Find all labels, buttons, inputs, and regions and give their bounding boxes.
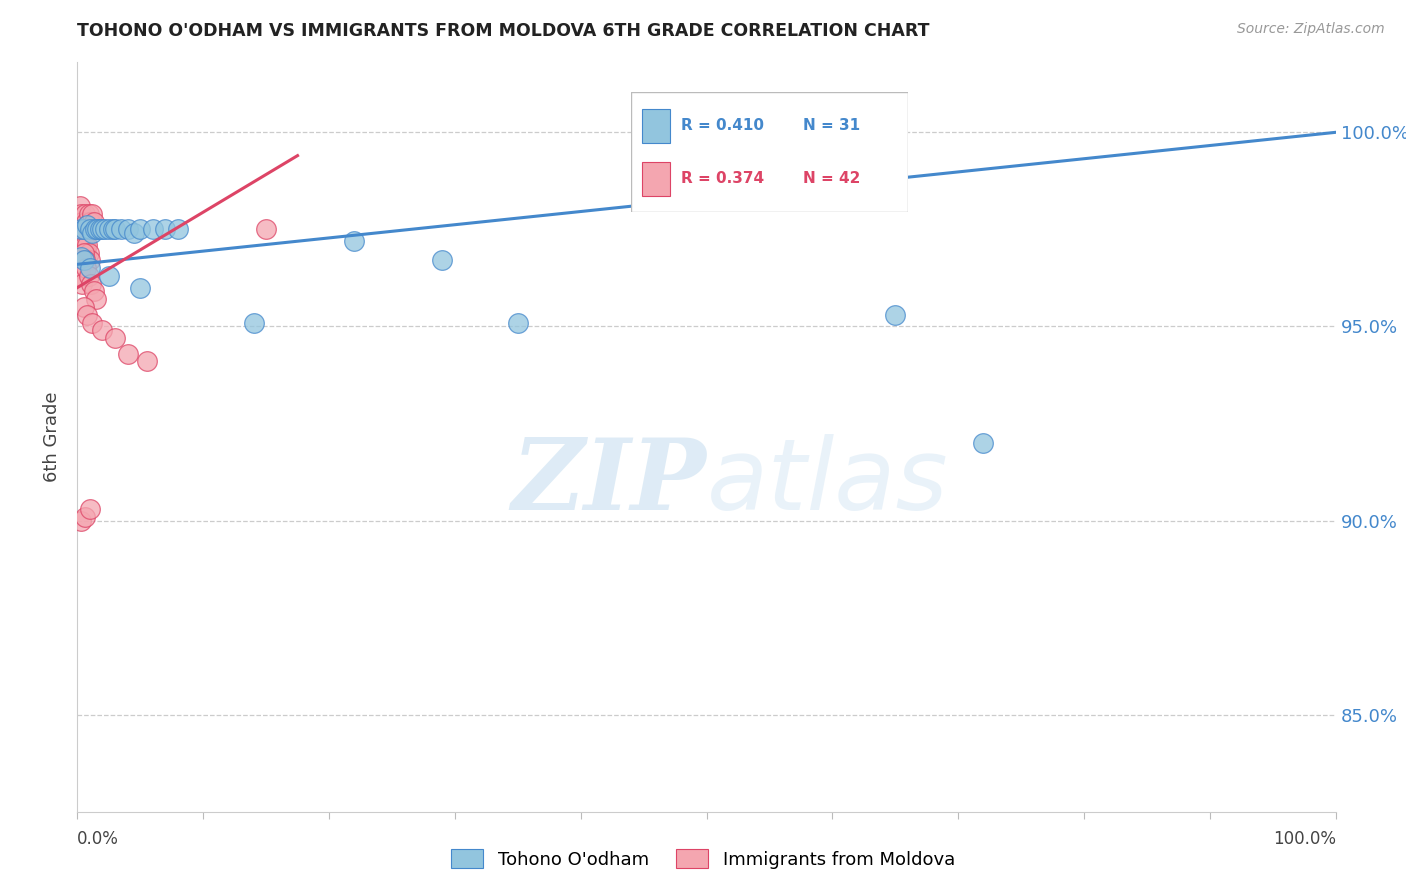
Point [142, 222, 165, 236]
Text: atlas: atlas [707, 434, 948, 531]
Point [117, 222, 139, 236]
Point [79, 222, 101, 236]
Point [167, 222, 190, 236]
Point [72, 277, 94, 291]
Point [70, 238, 93, 252]
Point [70, 207, 93, 221]
Point [135, 354, 157, 368]
Point [75, 261, 97, 276]
Point [69, 261, 91, 276]
Text: Source: ZipAtlas.com: Source: ZipAtlas.com [1237, 22, 1385, 37]
Point [73, 238, 96, 252]
Point [69, 199, 91, 213]
Point [82, 207, 104, 221]
Legend: Tohono O'odham, Immigrants from Moldova: Tohono O'odham, Immigrants from Moldova [444, 841, 962, 876]
Point [75, 214, 97, 228]
Point [80, 222, 103, 236]
Point [104, 331, 127, 345]
Point [75, 245, 97, 260]
Point [343, 234, 366, 248]
Point [77, 207, 100, 221]
Point [122, 227, 145, 241]
Point [83, 214, 105, 228]
Point [129, 280, 152, 294]
Point [79, 253, 101, 268]
Point [76, 238, 98, 252]
Point [110, 222, 132, 236]
Point [73, 509, 96, 524]
Point [72, 300, 94, 314]
Point [79, 502, 101, 516]
Point [432, 253, 454, 268]
Point [72, 214, 94, 228]
Point [91, 222, 114, 236]
Point [83, 285, 105, 299]
Point [84, 222, 107, 236]
Point [80, 277, 103, 291]
Text: 100.0%: 100.0% [1272, 830, 1336, 848]
Point [86, 222, 108, 236]
Text: 0.0%: 0.0% [77, 830, 120, 848]
Point [129, 222, 152, 236]
Point [72, 222, 94, 236]
Point [76, 308, 98, 322]
Y-axis label: 6th Grade: 6th Grade [44, 392, 62, 483]
Point [72, 253, 94, 268]
Point [77, 245, 100, 260]
Point [82, 227, 104, 241]
Point [72, 245, 94, 260]
Point [97, 222, 120, 236]
Point [79, 261, 101, 276]
Point [73, 253, 96, 268]
Point [506, 316, 529, 330]
Point [77, 268, 100, 283]
Point [72, 230, 94, 244]
Point [70, 222, 93, 236]
Point [884, 308, 907, 322]
Point [101, 222, 124, 236]
Point [155, 222, 177, 236]
Point [97, 268, 120, 283]
Point [70, 514, 93, 528]
Point [72, 222, 94, 236]
Point [72, 245, 94, 260]
Point [117, 346, 139, 360]
Point [91, 323, 114, 337]
Point [84, 292, 107, 306]
Point [94, 222, 117, 236]
Point [69, 230, 91, 244]
Point [73, 207, 96, 221]
Point [89, 222, 111, 236]
Point [70, 268, 93, 283]
Point [242, 316, 264, 330]
Point [76, 219, 98, 233]
Point [104, 222, 127, 236]
Point [70, 250, 93, 264]
Point [79, 214, 101, 228]
Point [76, 222, 98, 236]
Point [254, 222, 277, 236]
Text: ZIP: ZIP [512, 434, 707, 530]
Point [82, 316, 104, 330]
Point [972, 436, 994, 450]
Text: TOHONO O'ODHAM VS IMMIGRANTS FROM MOLDOVA 6TH GRADE CORRELATION CHART: TOHONO O'ODHAM VS IMMIGRANTS FROM MOLDOV… [77, 22, 929, 40]
